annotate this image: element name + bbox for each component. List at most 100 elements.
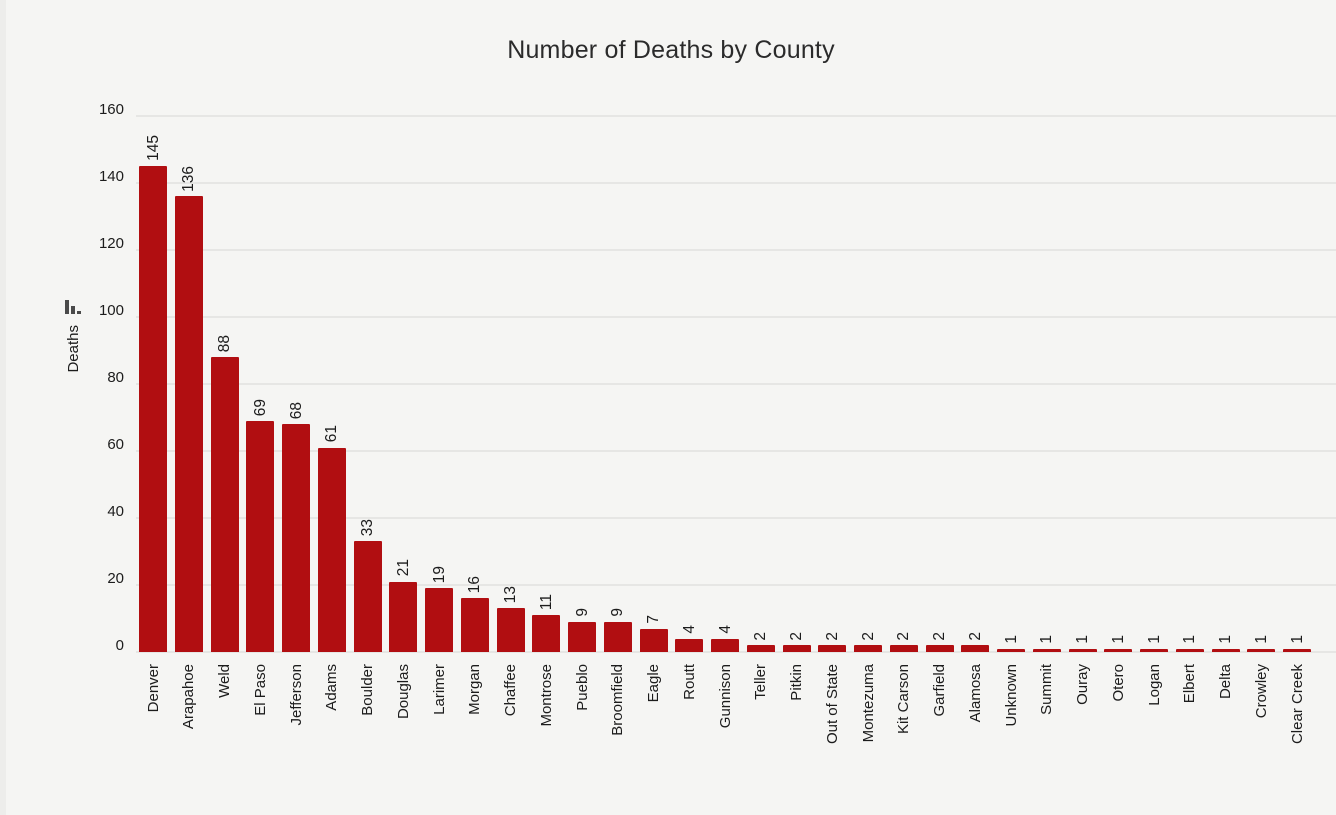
bar[interactable] (782, 645, 811, 652)
bar[interactable] (1104, 648, 1133, 652)
bar[interactable] (210, 357, 239, 652)
x-tick-label: Teller (752, 664, 770, 700)
bar[interactable] (317, 447, 346, 652)
x-tick-label: Larimer (430, 664, 448, 715)
bar[interactable] (139, 166, 167, 652)
bar-value-label: 2 (752, 631, 770, 641)
gridline (136, 651, 1336, 653)
bar-value-label: 21 (394, 559, 412, 577)
bar-value-label: 145 (144, 135, 162, 162)
bar[interactable] (746, 645, 775, 652)
bar[interactable] (639, 628, 668, 652)
bar-value-label: 1 (1109, 635, 1127, 644)
bar[interactable] (1175, 648, 1204, 652)
bar-value-label: 61 (323, 425, 341, 443)
y-tick-label: 80 (107, 369, 124, 386)
bar[interactable] (1032, 648, 1061, 652)
bar[interactable] (353, 541, 382, 652)
bar-value-label: 2 (966, 631, 984, 641)
bar-value-label: 1 (1181, 635, 1199, 644)
y-axis-label-group: Deaths (58, 300, 88, 373)
bar[interactable] (246, 420, 275, 652)
bar[interactable] (711, 638, 739, 652)
y-tick-label: 140 (98, 168, 124, 185)
x-tick-label: Logan (1145, 664, 1163, 706)
bar[interactable] (1283, 648, 1311, 652)
x-tick-label: Clear Creek (1288, 664, 1306, 745)
x-tick-label: Ouray (1074, 664, 1091, 705)
bar-value-label: 2 (788, 631, 805, 641)
x-tick-label: Chaffee (502, 664, 519, 717)
x-tick-label: Broomfield (609, 664, 627, 736)
bar-value-label: 1 (1145, 635, 1163, 644)
bar[interactable] (1247, 648, 1276, 652)
bar-value-label: 1 (1288, 635, 1306, 644)
x-tick-label: Elbert (1181, 664, 1199, 704)
x-tick-label: Gunnison (716, 664, 734, 729)
bar[interactable] (675, 638, 704, 652)
x-tick-label: Routt (680, 664, 698, 700)
x-tick-label: Unknown (1002, 664, 1020, 727)
x-tick-label: El Paso (251, 664, 269, 716)
y-tick-label: 40 (107, 503, 124, 520)
x-tick-label: Crowley (1252, 664, 1270, 719)
x-tick-label: Garfield (931, 664, 948, 717)
y-tick-label: 160 (98, 101, 124, 118)
gridline (136, 316, 1336, 318)
bar[interactable] (889, 645, 918, 652)
gridline (136, 182, 1336, 184)
bar[interactable] (925, 645, 954, 652)
bar-value-label: 2 (823, 631, 841, 641)
bar-value-label: 2 (895, 631, 913, 641)
x-tick-label: Summit (1038, 664, 1056, 715)
x-tick-label: Morgan (466, 664, 484, 715)
bar[interactable] (460, 598, 489, 652)
y-tick-label: 120 (98, 235, 124, 252)
bar[interactable] (1068, 648, 1097, 652)
bar-value-label: 136 (180, 165, 198, 192)
x-tick-label: Pitkin (788, 664, 805, 701)
y-tick-label: 0 (115, 637, 124, 654)
bar-value-label: 16 (466, 576, 484, 594)
x-tick-label: Otero (1109, 664, 1127, 702)
bar[interactable] (389, 581, 418, 652)
bar-value-label: 13 (502, 586, 519, 604)
bar-value-label: 1 (1038, 635, 1056, 644)
bar[interactable] (425, 588, 453, 652)
x-tick-label: Alamosa (966, 664, 984, 723)
x-tick-label: Douglas (394, 664, 412, 720)
bar-value-label: 19 (430, 566, 448, 584)
bar-value-label: 11 (537, 594, 555, 611)
bar-value-label: 68 (287, 401, 305, 420)
bar-value-label: 69 (251, 398, 269, 416)
bar-value-label: 7 (645, 614, 662, 624)
bar[interactable] (1211, 648, 1240, 652)
bar[interactable] (961, 645, 990, 652)
gridline (136, 517, 1336, 519)
y-tick-label: 60 (107, 436, 124, 453)
bar[interactable] (532, 615, 561, 652)
x-tick-label: Arapahoe (180, 664, 198, 730)
bar-value-label: 2 (931, 631, 948, 641)
bar[interactable] (1140, 648, 1168, 652)
bar-value-label: 33 (359, 519, 376, 537)
bar[interactable] (496, 608, 525, 652)
bar-value-label: 1 (1002, 635, 1020, 644)
bar-value-label: 1 (1074, 635, 1091, 644)
bar[interactable] (282, 424, 310, 652)
x-tick-label: Adams (323, 664, 341, 711)
y-tick-label: 20 (107, 570, 124, 587)
bar[interactable] (997, 648, 1025, 652)
bar[interactable] (174, 196, 203, 652)
bar-value-label: 2 (859, 631, 877, 641)
x-tick-label: Pueblo (573, 664, 591, 711)
bar[interactable] (568, 621, 596, 652)
bar[interactable] (818, 645, 847, 652)
x-tick-label: Montrose (537, 664, 555, 727)
bar[interactable] (603, 621, 632, 652)
bar-value-label: 4 (716, 624, 734, 634)
bar[interactable] (854, 645, 882, 652)
y-tick-label: 100 (98, 302, 124, 319)
gridline (136, 584, 1336, 586)
bar-value-label: 9 (573, 608, 591, 617)
